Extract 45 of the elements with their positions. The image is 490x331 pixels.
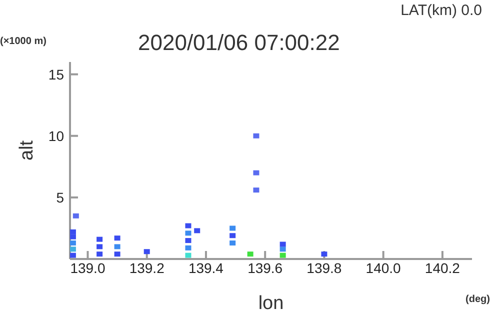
x-tick-label: 139.2 <box>129 260 165 276</box>
chart-title: 2020/01/06 07:00:22 <box>138 30 340 56</box>
point <box>280 252 286 258</box>
x-tick-label: 139.8 <box>306 260 342 276</box>
point <box>280 246 286 252</box>
y-tick-label: 5 <box>56 189 64 206</box>
point <box>185 238 192 244</box>
point <box>280 242 286 247</box>
point <box>70 234 76 240</box>
point <box>230 226 236 231</box>
point <box>114 244 120 250</box>
text: LAT(km) 0.0 <box>400 2 482 19</box>
point <box>144 249 150 254</box>
x-tick-label: 139.4 <box>188 260 224 276</box>
point <box>70 229 76 234</box>
point <box>114 252 120 257</box>
point <box>72 213 79 218</box>
x-tick-label: 140.2 <box>424 260 460 276</box>
point <box>96 252 103 257</box>
point <box>114 236 120 241</box>
x-axis-title: lon <box>258 293 284 314</box>
text: (deg) <box>466 294 490 305</box>
y-axis-title: alt <box>16 140 38 160</box>
point <box>185 245 192 250</box>
point <box>185 252 192 258</box>
point <box>253 133 260 138</box>
x-tick-label: 139.6 <box>248 260 283 276</box>
point <box>230 240 236 246</box>
point <box>230 233 236 238</box>
point <box>70 252 76 258</box>
point <box>70 240 76 246</box>
y-tick-label: 15 <box>48 66 64 82</box>
text: (×1000 m) <box>0 36 46 47</box>
point <box>253 188 260 193</box>
point <box>70 246 76 252</box>
point <box>194 228 200 234</box>
x-tick-label: 139.0 <box>70 260 106 276</box>
point <box>247 252 254 257</box>
x-tick-label: 140.0 <box>366 260 402 276</box>
point <box>185 230 192 236</box>
y-tick-label: 10 <box>48 128 64 144</box>
point <box>96 244 103 250</box>
point <box>96 236 103 242</box>
point <box>253 170 260 176</box>
point <box>185 223 192 228</box>
